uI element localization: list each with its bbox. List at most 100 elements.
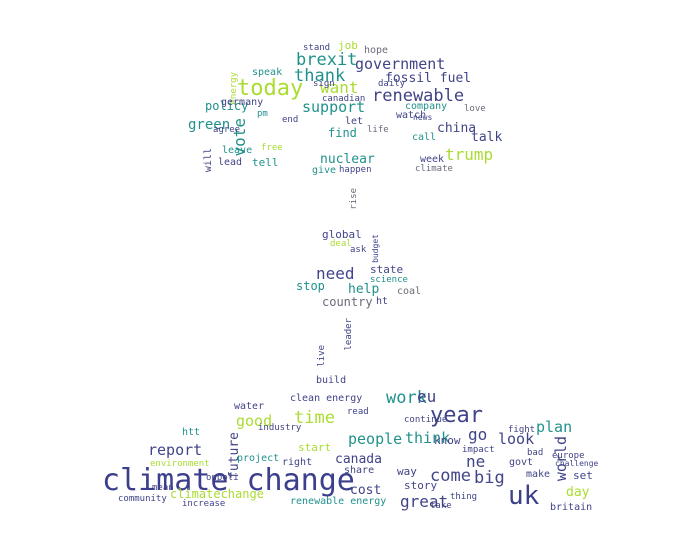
cloud-word-call: call [412, 132, 437, 143]
cloud-word-global: global [322, 228, 362, 241]
cloud-word-renewable-energy: renewable energy [290, 496, 387, 507]
cloud-word-right: right [282, 457, 313, 468]
cloud-word-rise: rise [349, 188, 359, 210]
cloud-word-read: read [347, 407, 369, 417]
cloud-word-find: find [328, 126, 357, 140]
cloud-word-clean-energy: clean energy [290, 393, 363, 404]
cloud-word-hope: hope [364, 45, 389, 56]
cloud-word-continue: continue [404, 415, 448, 425]
cloud-word-time: time [294, 408, 335, 428]
cloud-word-work: work [386, 388, 427, 408]
cloud-word-community: community [118, 494, 167, 504]
cloud-word-speak: speak [252, 67, 283, 78]
cloud-word-green: green [188, 117, 231, 133]
cloud-word-country: country [322, 295, 373, 309]
cloud-word-want: want [320, 78, 359, 97]
cloud-word-lead: lead [218, 157, 243, 168]
cloud-word-leave: leave [222, 145, 253, 156]
cloud-word-day: day [566, 485, 590, 500]
cloud-word-set: set [573, 469, 593, 482]
cloud-word-agree: agree [213, 125, 241, 135]
cloud-word-give: give [312, 165, 337, 176]
cloud-word-tell: tell [252, 156, 279, 169]
cloud-word-cost: cost [350, 483, 382, 498]
cloud-word-love: love [464, 104, 486, 114]
cloud-word-ht: ht [376, 296, 389, 307]
cloud-word-climatechange: climatechange [170, 487, 264, 501]
cloud-word-mean: mean [152, 483, 174, 493]
cloud-word-uk: uk [508, 481, 540, 511]
cloud-word-look: look [498, 430, 535, 448]
cloud-word-germany: germany [221, 97, 264, 108]
cloud-word-pm: pm [257, 109, 268, 119]
cloud-word-project: project [237, 453, 280, 464]
cloud-word-ne: ne [466, 452, 486, 471]
cloud-word-ask: ask [350, 245, 367, 255]
cloud-word-come: come [430, 466, 471, 486]
cloud-word-water: water [234, 401, 265, 412]
cloud-word-eu: eu [417, 387, 437, 406]
cloud-word-increase: increase [182, 499, 226, 509]
cloud-word-government: government [355, 55, 446, 73]
cloud-word-daily: daily [378, 79, 406, 89]
cloud-word-report: report [148, 441, 203, 459]
cloud-word-htt: htt [182, 427, 201, 438]
cloud-word-fight: fight [508, 425, 536, 435]
cloud-word-make: make [526, 469, 551, 480]
cloud-word-think: think [405, 429, 451, 447]
cloud-word-climate-change: climate change [102, 463, 355, 498]
cloud-word-stand: stand [303, 43, 331, 53]
cloud-word-free: free [261, 143, 283, 153]
cloud-word-watch: watch [396, 110, 427, 121]
cloud-word-thing: thing [450, 492, 478, 502]
cloud-word-challenge: challenge [555, 459, 599, 468]
cloud-word-end: end [282, 115, 299, 125]
cloud-word-britain: britain [550, 502, 593, 513]
cloud-word-start: start [298, 441, 332, 454]
cloud-word-great: great [400, 492, 449, 511]
cloud-word-good: good [236, 412, 273, 430]
cloud-word-news: news [413, 113, 433, 122]
cloud-word-deal: deal [330, 239, 352, 249]
cloud-word-life: life [367, 125, 389, 135]
cloud-word-big: big [474, 468, 505, 488]
cloud-word-policy: policy [205, 99, 249, 113]
cloud-word-state: state [370, 263, 404, 276]
cloud-word-environment: environment [150, 459, 210, 469]
cloud-word-happen: happen [339, 165, 372, 175]
cloud-word-year: year [430, 403, 483, 428]
cloud-word-thank: thank [294, 66, 346, 86]
cloud-word-industry: industry [258, 423, 302, 433]
cloud-word-nuclear: nuclear [320, 152, 375, 167]
cloud-word-today: today [237, 76, 304, 101]
cloud-word-let: let [345, 116, 364, 127]
cloud-word-budget: budget [371, 234, 380, 263]
cloud-word-need: need [316, 264, 355, 283]
cloud-word-sign: sign [313, 79, 335, 89]
cloud-word-story: story [404, 479, 438, 492]
cloud-word-climate: climate [415, 164, 453, 174]
cloud-word-impact: impact [462, 445, 495, 455]
cloud-word-build: build [316, 375, 347, 386]
cloud-word-coal: coal [397, 286, 422, 297]
cloud-word-renewable: renewable [372, 86, 465, 106]
cloud-word-live: live [317, 345, 327, 367]
cloud-word-bad: bad [527, 448, 544, 458]
cloud-word-europe: europe [552, 451, 585, 461]
cloud-word-will: will [203, 148, 214, 173]
cloud-word-science: science [370, 275, 408, 285]
cloud-word-take: take [430, 501, 452, 511]
cloud-word-job: job [338, 39, 358, 52]
cloud-word-support: support [302, 98, 366, 116]
cloud-word-people: people [348, 430, 403, 448]
cloud-word-talk: talk [471, 130, 503, 145]
cloud-word-help: help [348, 282, 380, 297]
cloud-word-brexit: brexit [296, 50, 358, 70]
cloud-word-govt: govt [509, 457, 534, 468]
cloud-word-canadian: canadian [322, 94, 366, 104]
cloud-word-canada: canada [335, 452, 382, 467]
cloud-word-week: week [420, 154, 445, 165]
cloud-word-know: know [434, 434, 461, 447]
cloud-word-trump: trump [445, 145, 494, 164]
